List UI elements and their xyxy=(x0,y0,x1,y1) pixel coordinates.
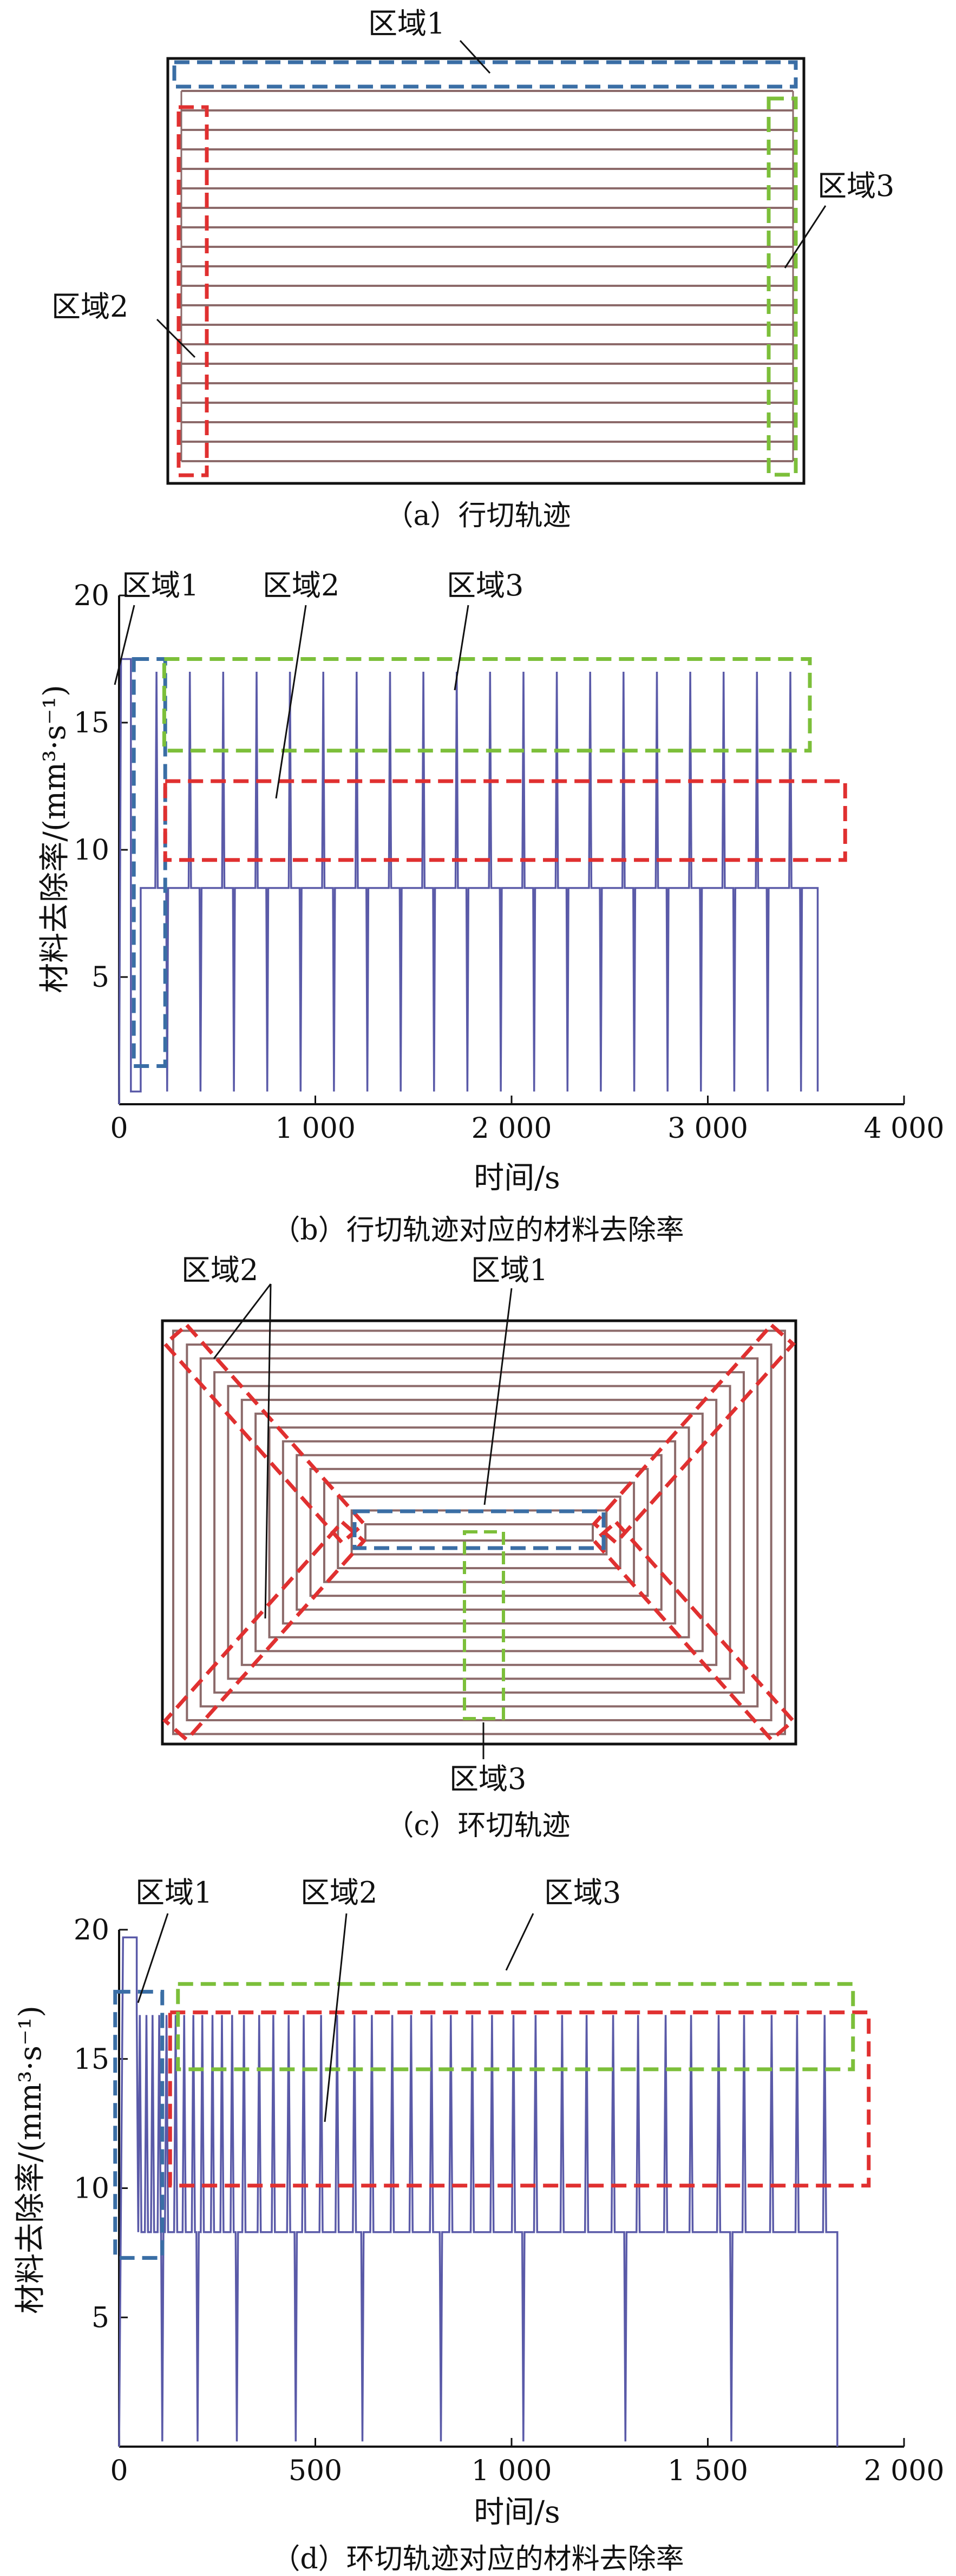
panel-d-xlabel: 时间/s xyxy=(474,2495,560,2530)
panel-c-path-ring-7 xyxy=(268,1426,690,1638)
panel-a-toolpath-lines xyxy=(180,90,794,462)
panel-c-region1-box xyxy=(352,1509,606,1550)
panel-c-region2-boxes xyxy=(162,1322,796,1742)
panel-b-regions xyxy=(132,657,847,1068)
panel-b-axes: 0 1 000 2 000 3 000 4 000 5 10 15 20 xyxy=(74,580,945,1145)
panel-a-caption: （a）行切轨迹 xyxy=(385,500,571,532)
panel-b-xtick-label-1: 1 000 xyxy=(275,1112,356,1145)
panel-c-region2-diag-bl xyxy=(162,1519,366,1742)
panel-d-series-line xyxy=(118,1936,839,2447)
panel-c-frame xyxy=(161,1319,797,1746)
panel-c-path-ring-11 xyxy=(323,1482,636,1583)
panel-a-region3-box xyxy=(767,96,798,477)
panel-b-xtick-label-4: 4 000 xyxy=(864,1112,945,1145)
panel-c-leader-r2b xyxy=(264,1283,272,1619)
panel-a-label-r1: 区域1 xyxy=(368,6,445,41)
panel-d-label-r2: 区域2 xyxy=(300,1876,377,1910)
panel-c-path-ring-12 xyxy=(337,1495,621,1570)
panel-d-chart: 0 500 1 000 1 500 2 000 5 10 15 20 区域1 区域2 区域3 时… xyxy=(13,1876,944,2575)
panel-a-region1-box xyxy=(172,60,798,89)
panel-b-ylabel: 材料去除率/(mm³·s⁻¹) xyxy=(37,685,73,993)
panel-c-path-ring-8 xyxy=(281,1440,677,1625)
panel-d-regions xyxy=(113,1982,871,2260)
panel-c-region3-box xyxy=(463,1530,505,1720)
panel-c-leader-r1 xyxy=(483,1288,513,1505)
panel-d-ytick-label-0: 5 xyxy=(91,2302,109,2334)
panel-a-label-r3: 区域3 xyxy=(817,169,894,203)
panel-c-region2-diag-br xyxy=(592,1519,796,1742)
panel-d-xtick-label-0: 0 xyxy=(110,2455,128,2487)
panel-b-ytick-label-3: 20 xyxy=(74,580,109,612)
panel-d-ylabel: 材料去除率/(mm³·s⁻¹) xyxy=(13,2005,48,2314)
panel-a-leader-r1 xyxy=(459,40,491,74)
panel-d-ytick-label-2: 15 xyxy=(74,2043,109,2076)
panel-b-region-box-3 xyxy=(162,657,812,753)
panel-b-trace xyxy=(118,658,819,1105)
panel-d-region-box-3 xyxy=(176,1982,855,2072)
panel-b-leader-r2 xyxy=(275,605,307,799)
panel-a-leader-r3 xyxy=(784,205,827,268)
panel-b-leader-r3 xyxy=(454,605,469,691)
panel-d-leader-r1 xyxy=(137,1913,169,2003)
panel-b-chart: 0 1 000 2 000 3 000 4 000 5 10 15 20 区域1 区域2 区域3… xyxy=(37,568,944,1247)
panel-b-leader-r1 xyxy=(114,605,135,685)
panel-c-path-ring-1 xyxy=(186,1343,772,1721)
panel-c-region2-diag-tl xyxy=(162,1322,366,1545)
panel-b-caption: （b）行切轨迹对应的材料去除率 xyxy=(272,1214,684,1247)
panel-d-leader-r3 xyxy=(505,1913,534,1971)
panel-a-region2-box xyxy=(176,105,209,477)
panel-d-xtick-label-2: 1 000 xyxy=(472,2455,552,2487)
panel-c-label-r3: 区域3 xyxy=(449,1762,526,1796)
panel-b-ytick-label-0: 5 xyxy=(91,961,109,994)
panel-d-label-r3: 区域3 xyxy=(544,1876,621,1910)
panel-c-path-ring-2 xyxy=(199,1357,759,1708)
panel-d-region-box-1 xyxy=(113,1990,165,2260)
panel-b-xlabel: 时间/s xyxy=(474,1161,560,1196)
panel-a-label-r2: 区域2 xyxy=(51,290,128,324)
panel-c-toolpath-rings xyxy=(172,1329,786,1735)
panel-d-xtick-label-4: 2 000 xyxy=(864,2455,945,2487)
panel-c-path-ring-0 xyxy=(172,1329,786,1735)
panel-d-trace xyxy=(118,1936,839,2447)
panel-c-path-ring-5 xyxy=(240,1399,718,1666)
panel-d-region-box-2 xyxy=(168,2010,871,2188)
panel-d-ytick-label-1: 10 xyxy=(74,2173,109,2205)
panel-c-path-ring-10 xyxy=(309,1467,649,1597)
panel-b-series-line xyxy=(118,658,819,1105)
panel-b-xtick-label-3: 3 000 xyxy=(667,1112,748,1145)
panel-b-ytick-label-1: 10 xyxy=(74,834,109,867)
panel-c-path-ring-3 xyxy=(213,1371,745,1694)
panel-d-xtick-label-1: 500 xyxy=(289,2455,342,2487)
panel-c-label-r1: 区域1 xyxy=(471,1253,548,1287)
panel-b-region-box-1 xyxy=(132,657,167,1068)
panel-b-xtick-label-0: 0 xyxy=(110,1112,128,1145)
panel-c-leader-r2a xyxy=(213,1283,272,1359)
panel-c-path-ring-9 xyxy=(296,1454,663,1611)
panel-c-path-ring-6 xyxy=(254,1412,704,1653)
panel-a-leader-r2 xyxy=(156,318,196,358)
panel-b-label-r2: 区域2 xyxy=(263,568,339,602)
panel-c-label-r2: 区域2 xyxy=(181,1253,258,1287)
panel-c-contour-cut-path: 区域2 区域1 区域3 （c）环切轨迹 xyxy=(161,1253,797,1842)
panel-c-path-ring-4 xyxy=(227,1385,731,1680)
panel-b-region-box-2 xyxy=(163,779,847,862)
panel-d-axes: 0 500 1 000 1 500 2 000 5 10 15 20 xyxy=(74,1914,945,2487)
panel-a-row-cut-path: 区域1 区域2 区域3 （a）行切轨迹 xyxy=(51,6,894,532)
panel-d-xtick-label-3: 1 500 xyxy=(667,2455,748,2487)
panel-c-caption: （c）环切轨迹 xyxy=(385,1810,570,1842)
panel-d-leader-r2 xyxy=(324,1913,348,2122)
panel-b-label-r3: 区域3 xyxy=(447,568,523,602)
panel-c-path-ring-14 xyxy=(364,1523,594,1542)
panel-b-ytick-label-2: 15 xyxy=(74,707,109,739)
panel-d-ytick-label-3: 20 xyxy=(74,1914,109,1946)
panel-b-label-r1: 区域1 xyxy=(122,568,199,602)
panel-c-region2-diag-tr xyxy=(592,1322,796,1545)
panel-b-xtick-label-2: 2 000 xyxy=(472,1112,552,1145)
panel-a-frame xyxy=(166,57,806,485)
panel-d-label-r1: 区域1 xyxy=(135,1876,212,1910)
panel-d-caption: （d）环切轨迹对应的材料去除率 xyxy=(272,2543,684,2575)
